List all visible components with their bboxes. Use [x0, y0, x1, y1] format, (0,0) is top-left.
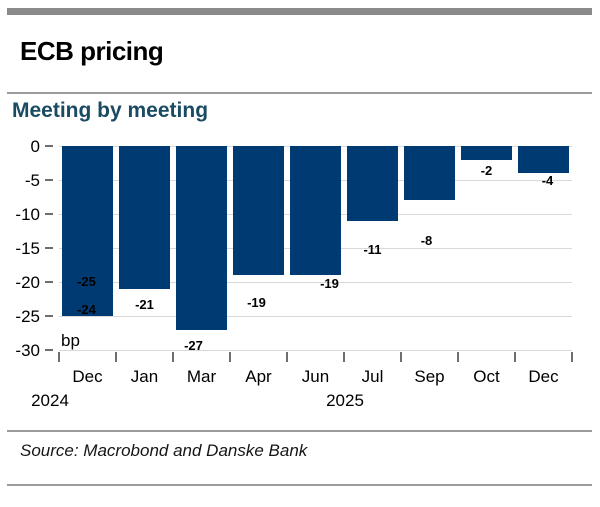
bar — [290, 146, 341, 276]
month-label: Oct — [473, 367, 500, 386]
y-axis-tick — [45, 179, 53, 181]
y-axis-tick-label: -25 — [15, 307, 40, 326]
y-axis-tick — [45, 281, 53, 283]
x-axis-tick — [286, 352, 288, 362]
x-axis-tick — [172, 352, 174, 362]
y-axis-tick — [45, 349, 53, 351]
divider-bottom — [7, 484, 592, 486]
year-label: 2024 — [31, 391, 69, 410]
bar — [62, 146, 113, 316]
bar — [176, 146, 227, 330]
x-axis-tick — [115, 352, 117, 362]
month-label: Apr — [245, 367, 272, 386]
x-axis-tick — [571, 352, 573, 362]
bar-value-label: -8 — [420, 233, 433, 249]
y-axis-tick — [45, 315, 53, 317]
month-label: Dec — [72, 367, 103, 386]
chart-subtitle: Meeting by meeting — [12, 99, 209, 122]
x-axis-tick — [58, 352, 60, 362]
month-label: Jan — [130, 367, 159, 386]
gridline — [59, 316, 572, 317]
y-axis-tick — [45, 247, 53, 249]
y-axis-tick — [45, 213, 53, 215]
month-label: Dec — [528, 367, 559, 386]
bar-value-label: -19 — [320, 276, 339, 292]
bar-value-label: -24 — [77, 302, 96, 317]
bar — [518, 146, 569, 174]
x-axis-tick — [457, 352, 459, 362]
bar-value-label: -25 — [77, 274, 96, 289]
y-axis-tick-label: -10 — [15, 205, 40, 224]
chart-area: 0 -5 -10 -15 -20 -25 -30 -25 -24 -21 -27 -19 -19 -11 -… — [15, 137, 573, 410]
y-axis-tick-label: -5 — [24, 171, 40, 190]
month-label: Jul — [361, 367, 384, 386]
x-axis-tick — [229, 352, 231, 362]
y-axis-tick-label: -30 — [15, 341, 40, 360]
bar-value-label: -4 — [541, 173, 554, 189]
bar-value-label: -11 — [363, 241, 382, 257]
figure-title: ECB pricing — [20, 36, 164, 66]
month-label: Mar — [186, 367, 217, 386]
y-axis-tick — [45, 145, 53, 147]
y-axis-tick-label: -15 — [15, 239, 40, 258]
top-accent-bar — [7, 8, 592, 15]
bar — [461, 146, 512, 160]
divider-under-title — [7, 92, 592, 94]
bar-value-label: -2 — [480, 162, 493, 178]
gridline — [59, 282, 572, 283]
divider-above-source — [7, 430, 592, 432]
bar — [233, 146, 284, 276]
x-axis-tick — [400, 352, 402, 362]
source-text: Source: Macrobond and Danske Bank — [20, 441, 308, 460]
bar-value-label: -21 — [135, 296, 154, 312]
unit-label: bp — [61, 331, 80, 350]
month-label: Jun — [301, 367, 330, 386]
month-label: Sep — [414, 367, 445, 386]
x-axis-tick — [343, 352, 345, 362]
year-label: 2025 — [326, 391, 364, 410]
bar-value-label: -19 — [247, 295, 266, 311]
x-axis-tick — [514, 352, 516, 362]
y-axis-tick-label: -20 — [15, 273, 40, 292]
bar — [404, 146, 455, 201]
bar — [347, 146, 398, 221]
bar — [119, 146, 170, 289]
gridline — [59, 350, 572, 351]
bar-value-label: -27 — [184, 337, 203, 353]
y-axis-tick-label: 0 — [30, 137, 40, 156]
